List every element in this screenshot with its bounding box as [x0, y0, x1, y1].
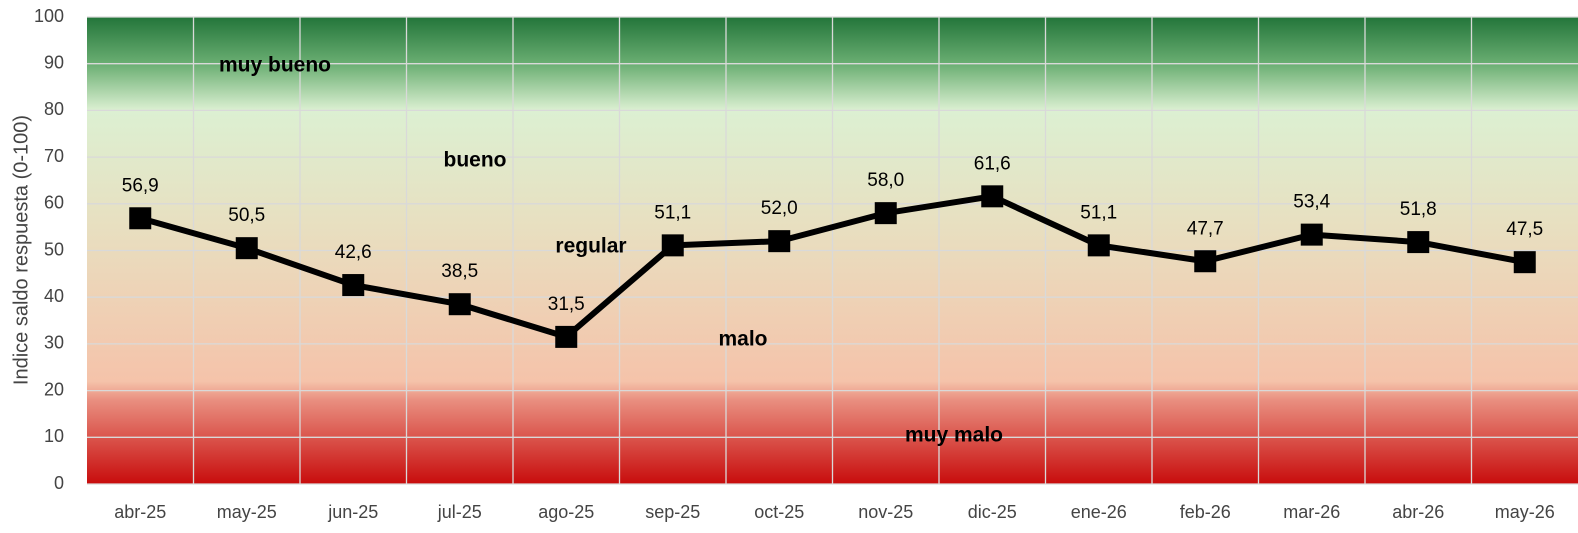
marker: [555, 325, 578, 348]
x-tick-label: abr-26: [1392, 502, 1444, 522]
marker: [661, 234, 684, 257]
x-tick-label: mar-26: [1283, 502, 1340, 522]
y-tick-label: 90: [44, 52, 64, 72]
x-tick-label: ene-26: [1071, 502, 1127, 522]
y-tick-label: 40: [44, 286, 64, 306]
x-tick-label: ago-25: [538, 502, 594, 522]
x-tick-label: nov-25: [858, 502, 913, 522]
marker: [235, 237, 258, 260]
marker: [1194, 250, 1217, 273]
data-label: 58,0: [867, 170, 904, 191]
marker: [768, 230, 791, 253]
y-tick-label: 80: [44, 99, 64, 119]
y-tick-label: 0: [54, 473, 64, 493]
marker: [342, 274, 365, 297]
zone-label: bueno: [444, 149, 507, 172]
x-tick-label: may-25: [217, 502, 277, 522]
data-label: 52,0: [761, 198, 798, 219]
data-label: 51,1: [1080, 202, 1117, 223]
zone-label: regular: [555, 235, 626, 258]
data-label: 50,5: [228, 205, 265, 226]
data-label: 38,5: [441, 261, 478, 282]
marker: [874, 202, 897, 225]
x-tick-label: jul-25: [437, 502, 482, 522]
marker: [129, 207, 152, 230]
y-tick-label: 100: [34, 6, 64, 26]
x-tick-label: abr-25: [114, 502, 166, 522]
marker: [1300, 223, 1323, 246]
zone-label: malo: [718, 328, 767, 351]
y-axis-label: Indice saldo respuesta (0-100): [10, 115, 32, 385]
x-tick-label: sep-25: [645, 502, 700, 522]
y-tick-label: 60: [44, 193, 64, 213]
data-label: 31,5: [548, 294, 585, 315]
marker: [981, 185, 1004, 208]
y-tick-label: 20: [44, 379, 64, 399]
series-line: [139, 193, 1526, 340]
data-label: 51,1: [654, 202, 691, 223]
data-label: 42,6: [335, 242, 372, 263]
x-tick-label: may-26: [1495, 502, 1555, 522]
data-label: 51,8: [1400, 199, 1437, 220]
marker: [1407, 231, 1430, 254]
marker: [1513, 251, 1536, 274]
y-tick-label: 10: [44, 426, 64, 446]
x-tick-label: jun-25: [327, 502, 378, 522]
x-tick-label: dic-25: [968, 502, 1017, 522]
data-label: 53,4: [1293, 192, 1330, 213]
y-tick-label: 30: [44, 333, 64, 353]
x-tick-label: feb-26: [1180, 502, 1231, 522]
y-tick-label: 50: [44, 239, 64, 259]
y-tick-label: 70: [44, 146, 64, 166]
zone-label: muy malo: [905, 424, 1003, 447]
data-label: 56,9: [122, 175, 159, 196]
data-label: 47,5: [1506, 219, 1543, 240]
data-label: 47,7: [1187, 218, 1224, 239]
zone-label: muy bueno: [219, 54, 331, 77]
data-label: 61,6: [974, 153, 1011, 174]
marker: [1087, 234, 1110, 257]
x-tick-label: oct-25: [754, 502, 804, 522]
marker: [448, 293, 471, 316]
